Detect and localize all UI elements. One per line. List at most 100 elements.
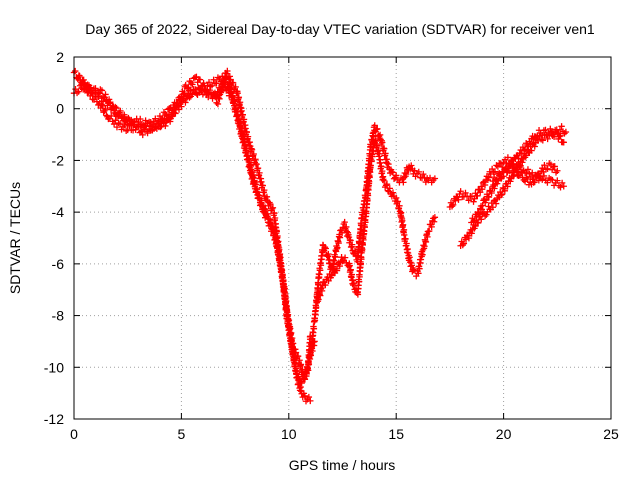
data-point — [336, 234, 344, 241]
data-point — [80, 86, 87, 93]
data-point — [210, 76, 217, 83]
data-point — [521, 146, 529, 153]
data-point — [255, 194, 262, 202]
data-point — [119, 115, 127, 122]
data-point — [110, 120, 118, 128]
data-point — [84, 81, 91, 88]
data-point — [298, 379, 305, 387]
data-point — [266, 219, 273, 226]
data-point — [561, 130, 568, 137]
data-point — [492, 177, 499, 185]
data-point — [389, 189, 397, 196]
data-point — [403, 170, 410, 178]
data-point — [178, 103, 185, 110]
series-track-g — [457, 128, 567, 249]
data-point — [239, 111, 247, 118]
data-point — [422, 238, 430, 246]
data-point — [185, 84, 192, 91]
data-point — [483, 211, 490, 218]
data-point — [322, 245, 329, 252]
data-point — [492, 200, 500, 207]
data-point — [89, 89, 96, 96]
data-point — [408, 262, 415, 269]
data-point — [557, 184, 564, 191]
data-point — [332, 253, 339, 261]
data-point — [554, 177, 561, 184]
data-point — [256, 169, 263, 177]
data-point — [527, 140, 534, 148]
data-point — [232, 102, 240, 110]
data-point — [462, 189, 469, 197]
data-point — [555, 130, 562, 137]
data-point — [256, 195, 263, 202]
data-point — [98, 87, 106, 94]
y-tick-label: -10 — [44, 359, 64, 375]
data-point — [271, 210, 278, 217]
data-point — [248, 146, 256, 153]
series-track-i — [489, 160, 561, 188]
data-point — [188, 90, 196, 97]
data-point — [301, 375, 308, 382]
data-point — [207, 83, 214, 90]
x-tick-label: 25 — [603, 426, 619, 442]
data-point — [459, 241, 466, 249]
data-point — [385, 160, 392, 168]
data-point — [294, 352, 302, 360]
data-point — [474, 219, 482, 227]
data-point — [498, 191, 506, 198]
data-point — [485, 193, 493, 201]
data-point — [281, 285, 288, 292]
data-point — [544, 179, 551, 186]
data-point — [250, 150, 257, 158]
data-point — [382, 150, 389, 157]
data-point — [260, 205, 267, 212]
data-point — [478, 216, 485, 223]
data-point — [520, 147, 528, 154]
data-point — [213, 99, 220, 106]
data-point — [470, 218, 477, 225]
data-point — [375, 147, 382, 154]
data-point — [242, 125, 249, 132]
data-point — [112, 103, 119, 111]
data-point — [536, 173, 544, 180]
data-point — [460, 240, 468, 247]
series-track-c — [75, 67, 314, 382]
data-point — [269, 204, 277, 211]
data-point — [531, 143, 538, 150]
data-point — [301, 392, 309, 400]
x-tick-label: 0 — [70, 426, 78, 442]
data-point — [75, 88, 82, 95]
data-point — [132, 126, 139, 133]
data-point — [206, 86, 214, 94]
data-point — [184, 93, 191, 100]
data-point — [528, 147, 535, 154]
data-point — [346, 262, 353, 269]
data-point — [292, 349, 300, 356]
data-point — [232, 83, 239, 91]
data-point — [137, 115, 144, 123]
data-point — [354, 291, 362, 298]
data-point — [558, 123, 565, 130]
data-point — [465, 197, 472, 204]
data-point — [305, 393, 313, 401]
data-point — [524, 166, 532, 173]
data-point — [226, 73, 234, 80]
data-point — [465, 234, 473, 242]
data-point — [421, 243, 428, 250]
data-point — [544, 165, 551, 172]
data-point — [400, 174, 408, 181]
data-point — [315, 281, 322, 289]
data-point — [214, 74, 222, 81]
data-point — [403, 240, 410, 247]
x-tick-label: 10 — [281, 426, 297, 442]
data-point — [481, 212, 489, 220]
data-point — [507, 178, 514, 185]
data-point — [287, 329, 295, 337]
data-point — [289, 340, 297, 347]
data-point — [356, 273, 363, 281]
data-point — [554, 167, 561, 174]
data-point — [336, 262, 343, 270]
data-point — [471, 217, 478, 224]
data-point — [205, 79, 213, 86]
data-point — [102, 106, 109, 113]
